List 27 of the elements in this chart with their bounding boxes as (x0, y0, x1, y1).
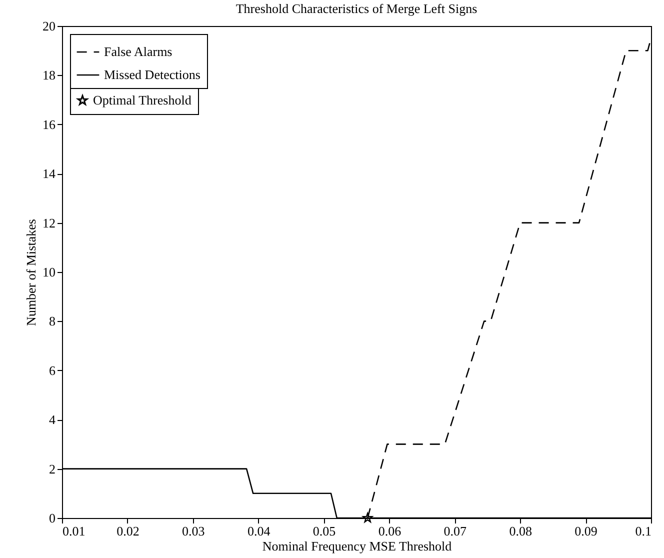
y-tick-label: 12 (42, 215, 56, 230)
x-axis-title: Nominal Frequency MSE Threshold (262, 538, 452, 554)
chart-title: Threshold Characteristics of Merge Left Signs (236, 1, 478, 16)
x-tick-label: 0.1 (635, 524, 652, 538)
x-tick-label: 0.08 (509, 524, 532, 538)
y-tick-label: 14 (42, 166, 56, 182)
x-tick-label: 0.04 (247, 524, 271, 538)
x-tick-label: 0.02 (116, 524, 140, 538)
legend-label: Missed Detections (104, 67, 200, 82)
y-axis-title: Number of Mistakes (24, 219, 38, 326)
x-tick-label: 0.06 (378, 524, 402, 538)
legend-label: False Alarms (104, 44, 172, 59)
y-tick-label: 10 (42, 264, 56, 280)
y-tick-label: 8 (49, 314, 56, 329)
y-tick-label: 0 (49, 510, 56, 526)
y-tick-label: 16 (42, 116, 56, 132)
x-tick-label: 0.03 (182, 524, 205, 538)
x-tick-label: 0.01 (62, 524, 86, 538)
y-tick-label: 2 (49, 461, 56, 476)
y-tick-label: 20 (42, 18, 56, 34)
y-tick-label: 6 (49, 362, 56, 378)
x-tick-label: 0.05 (312, 524, 336, 538)
legend-label: Optimal Threshold (93, 92, 192, 108)
x-tick-label: 0.09 (574, 524, 598, 538)
y-tick-label: 18 (42, 68, 56, 83)
y-tick-label: 4 (49, 412, 56, 428)
x-tick-label: 0.07 (444, 524, 468, 538)
